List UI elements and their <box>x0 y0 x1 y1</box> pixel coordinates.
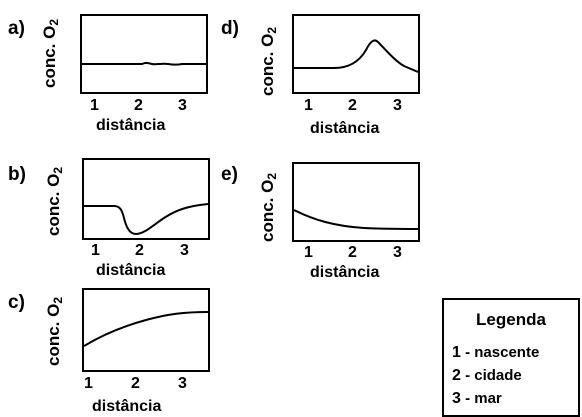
plot-box <box>80 14 208 94</box>
x-tick-2: 2 <box>348 244 357 261</box>
curve-c <box>84 311 208 347</box>
y-axis-label: conc. O2 <box>44 166 65 236</box>
x-tick-1: 1 <box>304 97 313 114</box>
curve-b <box>84 203 208 236</box>
panel-letter: b) <box>8 164 26 185</box>
x-tick-2: 2 <box>135 242 144 259</box>
x-tick-3: 3 <box>180 242 189 259</box>
panel-letter: c) <box>8 292 25 313</box>
plot-box <box>82 158 210 240</box>
x-tick-2: 2 <box>131 375 140 392</box>
legend-item-3: 3 - mar <box>452 390 502 407</box>
curve-d <box>294 39 418 73</box>
plot-box <box>292 14 420 94</box>
y-axis-label: conc. O2 <box>258 172 279 242</box>
x-axis-label: distância <box>96 117 166 134</box>
x-tick-3: 3 <box>178 375 187 392</box>
x-tick-1: 1 <box>84 375 93 392</box>
plot-box <box>292 162 420 242</box>
x-tick-1: 1 <box>304 244 313 261</box>
legend-item-2: 2 - cidade <box>452 367 522 384</box>
x-tick-3: 3 <box>393 244 402 261</box>
x-tick-3: 3 <box>178 97 187 114</box>
x-tick-1: 1 <box>90 97 99 114</box>
y-axis-label: conc. O2 <box>258 26 279 96</box>
legend-title: Legenda <box>476 310 546 329</box>
x-axis-label: distância <box>92 398 162 415</box>
legend-item-1: 1 - nascente <box>452 344 540 361</box>
x-tick-2: 2 <box>348 97 357 114</box>
x-axis-label: distância <box>96 262 166 279</box>
x-tick-1: 1 <box>91 242 100 259</box>
legend-box: Legenda 1 - nascente 2 - cidade 3 - mar <box>442 298 580 417</box>
x-tick-2: 2 <box>134 97 143 114</box>
panel-letter: e) <box>221 164 238 185</box>
curve-a <box>82 61 206 66</box>
curve-e <box>294 209 418 230</box>
x-tick-3: 3 <box>393 97 402 114</box>
x-axis-label: distância <box>310 264 380 281</box>
panel-letter: d) <box>221 18 239 39</box>
y-axis-label: conc. O2 <box>40 18 61 88</box>
plot-box <box>82 288 210 372</box>
y-axis-label: conc. O2 <box>44 296 65 366</box>
x-axis-label: distância <box>310 120 380 137</box>
panel-letter: a) <box>8 18 25 39</box>
